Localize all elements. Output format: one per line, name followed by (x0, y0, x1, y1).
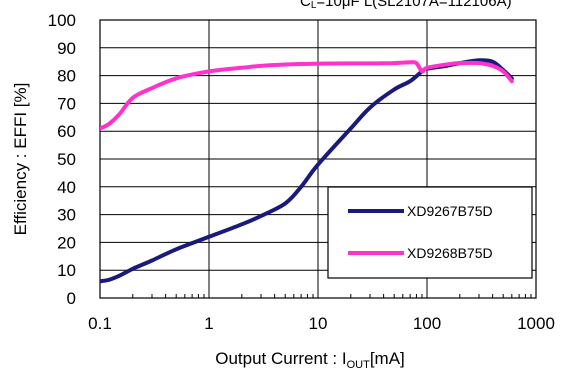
legend-box (327, 186, 533, 279)
y-tick-label: 0 (67, 289, 76, 308)
caption-fragment-text: CL=10μF L(SL2107A=112106A) (300, 0, 512, 11)
x-tick-labels: 0.1 1 10 100 1000 (88, 314, 555, 333)
x-tick-label: 1 (204, 314, 213, 333)
y-tick-label: 70 (57, 94, 76, 113)
x-tick-label: 100 (413, 314, 441, 333)
x-tick-label: 0.1 (88, 314, 112, 333)
y-tick-label: 80 (57, 67, 76, 86)
x-axis-title: Output Current : IOUT[mA] (215, 349, 405, 369)
y-tick-labels: 0 10 20 30 40 50 60 70 80 90 100 (48, 11, 76, 308)
x-tick-label: 1000 (517, 314, 555, 333)
y-tick-label: 40 (57, 178, 76, 197)
y-tick-label: 90 (57, 39, 76, 58)
legend-label-1: XD9267B75D (407, 203, 493, 219)
y-tick-label: 60 (57, 122, 76, 141)
y-tick-label: 100 (48, 11, 76, 30)
y-tick-label: 50 (57, 150, 76, 169)
y-tick-label: 30 (57, 206, 76, 225)
series-layer (100, 58, 514, 284)
y-tick-label: 20 (57, 233, 76, 252)
y-axis-title: Efficiency : EFFI [%] (11, 83, 30, 236)
x-tick-label: 10 (309, 314, 328, 333)
legend: XD9267B75D XD9268B75D (327, 186, 533, 279)
y-tick-label: 10 (57, 261, 76, 280)
legend-label-2: XD9268B75D (407, 245, 493, 261)
plot-area (99, 19, 537, 299)
series-line-2 (100, 60, 514, 131)
caption-fragment: CL=10μF L(SL2107A=112106A) (300, 0, 512, 11)
